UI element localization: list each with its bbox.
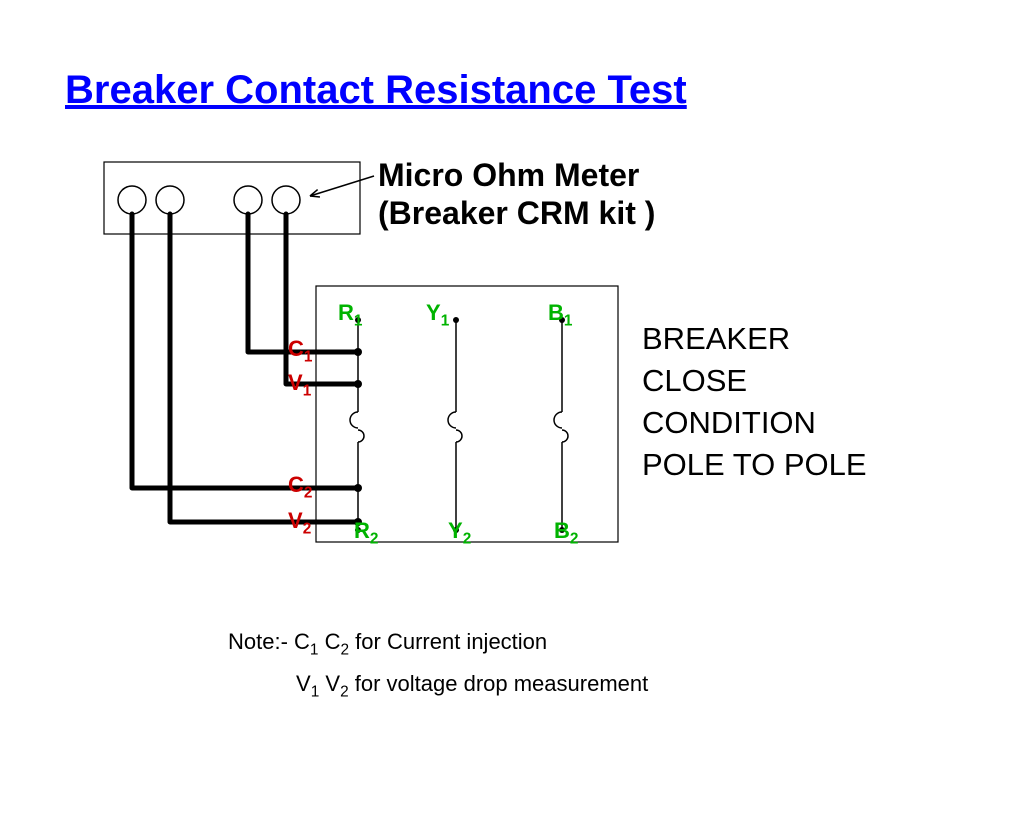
diagram-svg [0, 0, 1024, 819]
phase-label-y2: Y2 [448, 518, 471, 548]
phase-label-b2: B2 [554, 518, 578, 548]
meter-port-icon [118, 186, 146, 214]
phase-label-r2: R2 [354, 518, 378, 548]
phase-label-y1: Y1 [426, 300, 449, 330]
wire-V2 [170, 214, 358, 522]
wire-C1 [248, 214, 358, 352]
terminal-label-v1: V1 [288, 370, 311, 400]
terminal-label-c1: C1 [288, 336, 312, 366]
terminal-label-v2: V2 [288, 508, 311, 538]
phase-label-b1: B1 [548, 300, 572, 330]
meter-port-icon [272, 186, 300, 214]
meter-port-icon [156, 186, 184, 214]
meter-port-icon [234, 186, 262, 214]
terminal-label-c2: C2 [288, 472, 312, 502]
phase-label-r1: R1 [338, 300, 362, 330]
